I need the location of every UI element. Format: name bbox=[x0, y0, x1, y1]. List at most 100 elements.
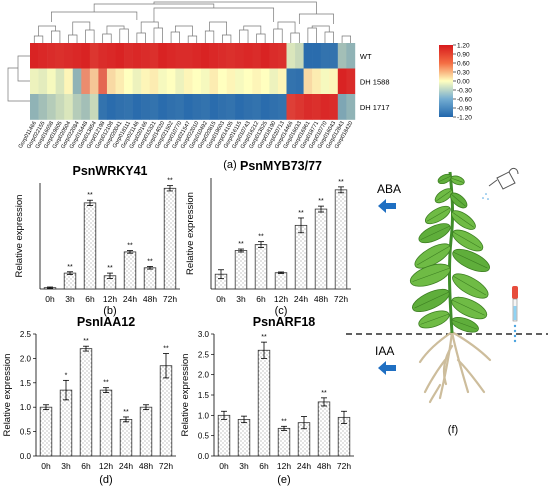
aba-label: ABA bbox=[377, 182, 401, 196]
heatmap-cell bbox=[30, 94, 39, 120]
heatmap-cell bbox=[337, 94, 347, 120]
x-tick-label: 0h bbox=[45, 294, 55, 304]
significance-marker: ** bbox=[167, 178, 173, 185]
chart-title: PsnWRKY41 bbox=[72, 164, 147, 178]
significance-marker: ** bbox=[258, 234, 264, 241]
dropper-icon bbox=[512, 286, 518, 343]
significance-marker: ** bbox=[127, 243, 133, 250]
heatmap-cell bbox=[89, 68, 99, 95]
heatmap-cell bbox=[175, 94, 185, 120]
heatmap-cell bbox=[303, 43, 313, 69]
bar bbox=[254, 244, 268, 290]
heatmap-cell bbox=[72, 43, 82, 69]
x-tick-label: 12h bbox=[99, 461, 113, 471]
bar bbox=[274, 272, 288, 290]
heatmap-cell bbox=[183, 94, 193, 120]
heatmap-cell bbox=[124, 68, 133, 95]
heatmap-cell bbox=[312, 68, 321, 95]
heatmap-cell bbox=[329, 94, 339, 120]
heatmap-cell bbox=[260, 94, 270, 120]
heatmap-cell bbox=[277, 43, 287, 69]
bar bbox=[159, 365, 173, 457]
heatmap-cell bbox=[209, 68, 219, 95]
bar bbox=[143, 267, 157, 290]
x-tick-label: 0h bbox=[41, 461, 51, 471]
significance-marker: * bbox=[65, 372, 68, 379]
significance-marker: ** bbox=[87, 192, 93, 199]
y-axis-label: Relative expression bbox=[185, 192, 196, 275]
bar bbox=[217, 414, 231, 457]
heatmap-cell bbox=[132, 43, 142, 69]
heatmap-cell bbox=[337, 68, 347, 95]
bar bbox=[277, 427, 291, 457]
significance-marker: ** bbox=[83, 338, 89, 345]
legend-tick-label: -0.30 bbox=[457, 88, 472, 95]
heatmap-cell bbox=[55, 68, 65, 95]
heatmap-cell bbox=[329, 43, 339, 69]
significance-marker: ** bbox=[321, 390, 327, 397]
heatmap-cell bbox=[201, 43, 210, 69]
heatmap-color-legend: 1.20 0.90 0.60 0.30 0.00 -0.30 -0.60 -0.90 -1.20 bbox=[439, 43, 472, 122]
heatmap-cell bbox=[64, 94, 74, 120]
bar bbox=[163, 187, 177, 290]
y-axis-label: Relative expression bbox=[180, 354, 191, 437]
heatmap-cell bbox=[218, 94, 227, 120]
x-tick-label: 3h bbox=[61, 461, 71, 471]
heatmap-cell bbox=[209, 94, 219, 120]
y-tick-label: 2.5 bbox=[20, 330, 32, 339]
heatmap-cell bbox=[166, 68, 176, 95]
legend-tick-label: 0.00 bbox=[457, 79, 470, 86]
y-tick-label: 1.0 bbox=[20, 403, 32, 412]
heatmap-cell bbox=[38, 94, 48, 120]
heatmap-cell bbox=[226, 94, 236, 120]
y-axis-label: Relative expression bbox=[14, 195, 25, 278]
significance-marker: ** bbox=[318, 198, 324, 205]
heatmap-row-label: WT bbox=[360, 52, 372, 61]
heatmap-cell bbox=[30, 43, 39, 69]
heatmap-cell bbox=[277, 94, 287, 120]
heatmap-cell bbox=[277, 68, 287, 95]
heatmap-cell bbox=[47, 43, 56, 69]
heatmap-cell bbox=[175, 43, 185, 69]
x-tick-label: 6h bbox=[85, 294, 95, 304]
panel-label: (c) bbox=[275, 305, 288, 317]
legend-tick-label: -1.20 bbox=[457, 115, 472, 122]
bar bbox=[79, 348, 93, 457]
heatmap-cell bbox=[269, 68, 279, 95]
panel-label: (b) bbox=[103, 305, 116, 317]
y-tick-label: 2.0 bbox=[198, 371, 210, 380]
legend-tick-label: 0.30 bbox=[457, 70, 470, 77]
y-tick-label: 2.0 bbox=[20, 354, 32, 363]
heatmap-cell bbox=[201, 68, 210, 95]
heatmap-column-labels: Gorp011466Gorp022155Gorp016658Gorp019605… bbox=[18, 120, 355, 149]
heatmap-cell bbox=[158, 43, 168, 69]
heatmap-cell bbox=[346, 94, 356, 120]
heatmap-cell bbox=[346, 43, 356, 69]
heatmap-cell bbox=[149, 68, 159, 95]
heatmap-cell bbox=[260, 43, 270, 69]
heatmap-cell bbox=[192, 94, 202, 120]
watering-can-icon bbox=[482, 167, 519, 200]
x-tick-label: 6h bbox=[81, 461, 91, 471]
y-tick-label: 1.5 bbox=[20, 379, 32, 388]
heatmap-cell bbox=[209, 43, 219, 69]
aba-arrow-icon bbox=[378, 199, 396, 213]
heatmap-cell bbox=[132, 68, 142, 95]
heatmap-cell bbox=[218, 43, 227, 69]
heatmap-cell bbox=[124, 43, 133, 69]
bar bbox=[63, 272, 77, 290]
significance-marker: ** bbox=[107, 265, 113, 272]
heatmap-cell bbox=[106, 68, 116, 95]
heatmap-cell bbox=[183, 68, 193, 95]
iaa-label: IAA bbox=[375, 344, 394, 358]
heatmap-cell bbox=[286, 43, 296, 69]
y-tick-label: 2.5 bbox=[198, 350, 210, 359]
x-tick-label: 3h bbox=[65, 294, 75, 304]
heatmap-cell bbox=[166, 43, 176, 69]
significance-marker: ** bbox=[67, 264, 73, 271]
heatmap-cell bbox=[243, 43, 253, 69]
y-axis-label: Relative expression bbox=[2, 354, 13, 437]
column-dendrogram bbox=[33, 1, 351, 43]
heatmap-cell bbox=[132, 94, 142, 120]
